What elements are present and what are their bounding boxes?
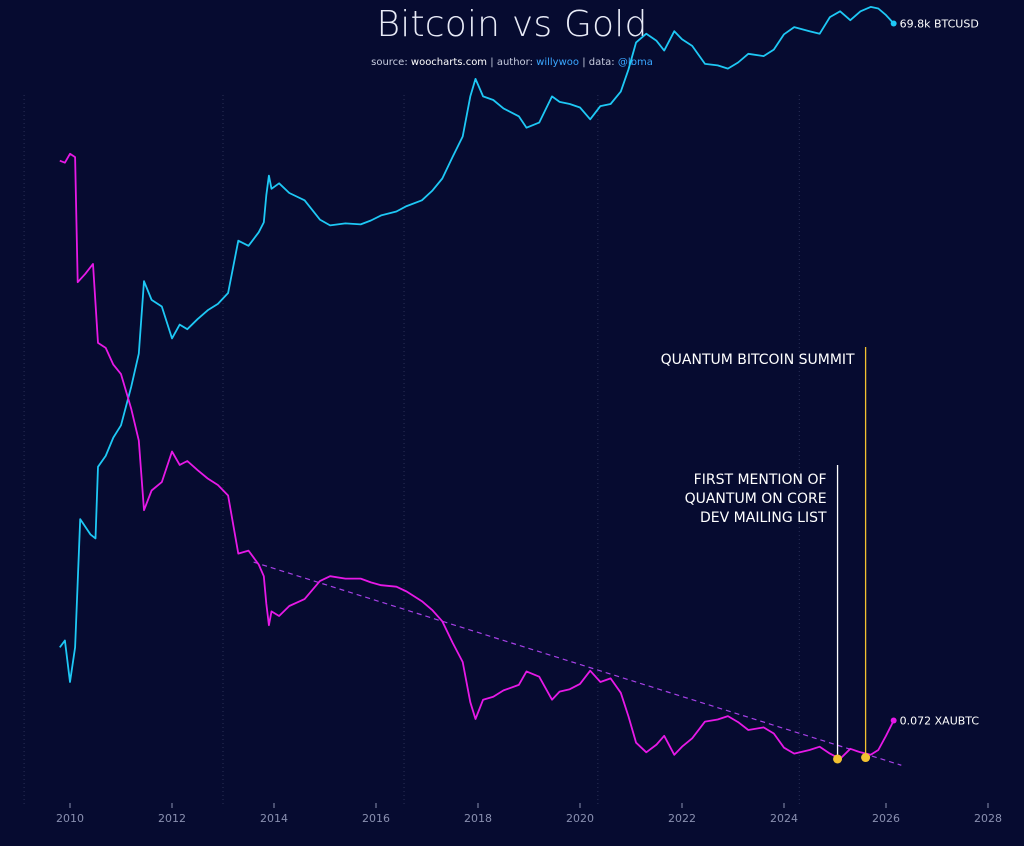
chart-subtitle: source: woocharts.com | author: willywoo… — [0, 57, 1024, 68]
author-prefix: author: — [496, 57, 533, 68]
trendline — [253, 561, 902, 766]
x-tick-label: 2010 — [56, 812, 84, 825]
series-end-label-xaubtc: 0.072 XAUBTC — [900, 715, 980, 728]
x-axis: 2010 2012 2014 2016 2018 2020 2022 2024 2026 2028 — [56, 803, 1002, 825]
x-tick-label: 2020 — [566, 812, 594, 825]
data-link[interactable]: @lbma — [617, 57, 653, 68]
series-layer: 69.8k BTCUSD 0.072 XAUBTC — [59, 6, 980, 760]
trendline-layer — [253, 561, 902, 766]
annotation-text: DEV MAILING LIST — [700, 510, 827, 526]
annotation-dot — [861, 753, 871, 763]
annotation-layer: FIRST MENTION OF QUANTUM ON CORE DEV MAILI… — [661, 347, 871, 764]
separator: | — [582, 57, 586, 68]
x-tick-label: 2014 — [260, 812, 288, 825]
series-end-label-btcusd: 69.8k BTCUSD — [900, 17, 979, 30]
x-tick-label: 2026 — [872, 812, 900, 825]
annotation-text: QUANTUM BITCOIN SUMMIT — [661, 352, 855, 368]
chart-title: Bitcoin vs Gold — [376, 4, 648, 45]
series-end-point-btcusd — [890, 20, 897, 27]
series-line-xaubtc — [59, 152, 895, 760]
x-tick-label: 2016 — [362, 812, 390, 825]
annotation-text: FIRST MENTION OF — [694, 472, 827, 488]
x-tick-label: 2022 — [668, 812, 696, 825]
data-prefix: data: — [588, 57, 615, 68]
series-end-point-xaubtc — [890, 717, 897, 724]
x-tick-label: 2012 — [158, 812, 186, 825]
x-tick-label: 2024 — [770, 812, 798, 825]
separator: | — [490, 57, 494, 68]
source-prefix: source: — [371, 57, 408, 68]
series-line-btcusd — [59, 6, 895, 683]
source-link[interactable]: woocharts.com — [410, 57, 488, 68]
annotation-text: QUANTUM ON CORE — [685, 491, 827, 507]
annotation-dot — [833, 754, 843, 764]
x-tick-label: 2028 — [974, 812, 1002, 825]
x-tick-label: 2018 — [464, 812, 492, 825]
author-link[interactable]: willywoo — [536, 57, 580, 68]
